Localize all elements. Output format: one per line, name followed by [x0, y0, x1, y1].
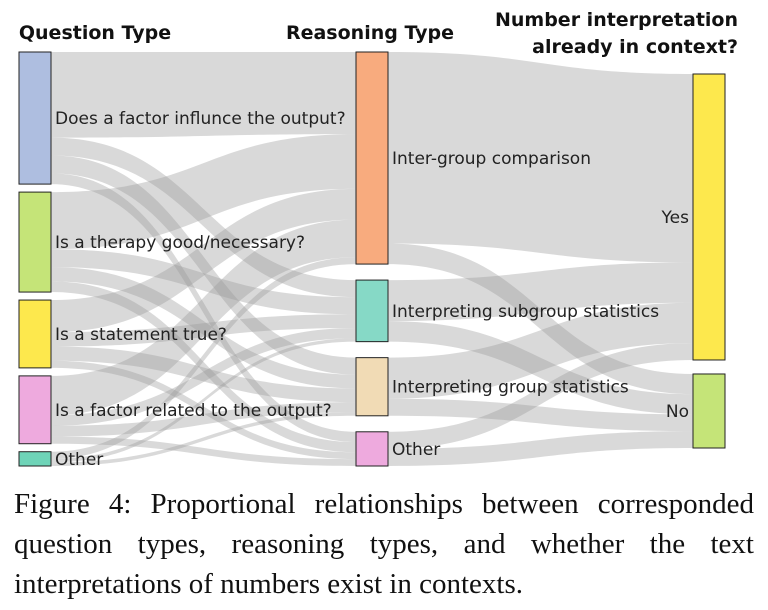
flow-link [388, 431, 693, 466]
flow-link [51, 219, 356, 416]
node-label-1-does-a-factor-influnce-the-output: Does a factor influnce the output? [55, 109, 346, 129]
flow-link [388, 302, 693, 399]
flow-link [388, 262, 693, 322]
sankey-links [51, 52, 693, 466]
flow-link [388, 398, 693, 432]
flow-link [51, 155, 356, 375]
column-title-1: Question Type [19, 22, 171, 44]
node-label-2-other: Other [392, 440, 440, 460]
node-label-3-yes: Yes [661, 208, 690, 228]
flow-link [51, 346, 356, 403]
node-2-other [355, 431, 389, 467]
node-label-2-interpreting-group-statistics: Interpreting group statistics [392, 378, 629, 398]
flow-link [388, 243, 693, 395]
flow-link [51, 338, 356, 463]
flow-link [51, 249, 356, 315]
flow-link [51, 52, 356, 138]
column-titles: Question Type Reasoning Type Number interp… [19, 9, 738, 58]
node-1-is-a-therapy-good-necessary [18, 191, 52, 293]
flow-link [388, 343, 693, 449]
flow-link [51, 267, 356, 389]
node-3-yes [692, 73, 726, 361]
node-2-inter-group-comparison [355, 51, 389, 265]
flow-link [388, 321, 693, 415]
node-label-3-no: No [666, 402, 689, 422]
flow-link [51, 436, 356, 466]
flow-link [51, 257, 356, 459]
node-1-is-a-factor-related-to-the-output [18, 375, 52, 445]
node-1-is-a-statement-true [18, 299, 52, 369]
flow-link [51, 327, 356, 426]
flow-link [51, 402, 356, 437]
sankey-labels: Does a factor influnce the output? Is a t… [55, 109, 689, 470]
node-3-no [692, 373, 726, 449]
node-2-interpreting-subgroup-statistics [355, 279, 389, 343]
flow-link [388, 52, 693, 263]
flow-link [51, 134, 356, 250]
column-title-2: Reasoning Type [286, 22, 454, 44]
node-1-other [18, 451, 52, 467]
flow-link [51, 314, 356, 347]
node-label-1-is-a-factor-related-to-the-output: Is a factor related to the output? [55, 401, 332, 421]
flow-link [51, 173, 356, 443]
figure-caption: Figure 4: Proportional relationships bet… [14, 488, 754, 600]
node-label-2-inter-group-comparison: Inter-group comparison [392, 149, 591, 169]
node-label-1-is-a-statement-true: Is a statement true? [55, 325, 227, 345]
flow-link [51, 137, 356, 298]
node-1-does-a-factor-influnce-the-output [18, 51, 52, 185]
node-2-interpreting-group-statistics [355, 357, 389, 417]
column-title-3: already in context? [532, 36, 738, 58]
flow-link [51, 412, 356, 466]
column-title-3: Number interpretation [495, 9, 738, 31]
flow-link [51, 188, 356, 333]
flow-link [51, 281, 356, 453]
node-label-1-is-a-therapy-good-necessary: Is a therapy good/necessary? [55, 233, 305, 253]
sankey-nodes [18, 51, 726, 467]
flow-link [51, 360, 356, 460]
node-label-2-interpreting-subgroup-statistics: Interpreting subgroup statistics [392, 302, 659, 322]
node-label-1-other: Other [55, 450, 103, 470]
